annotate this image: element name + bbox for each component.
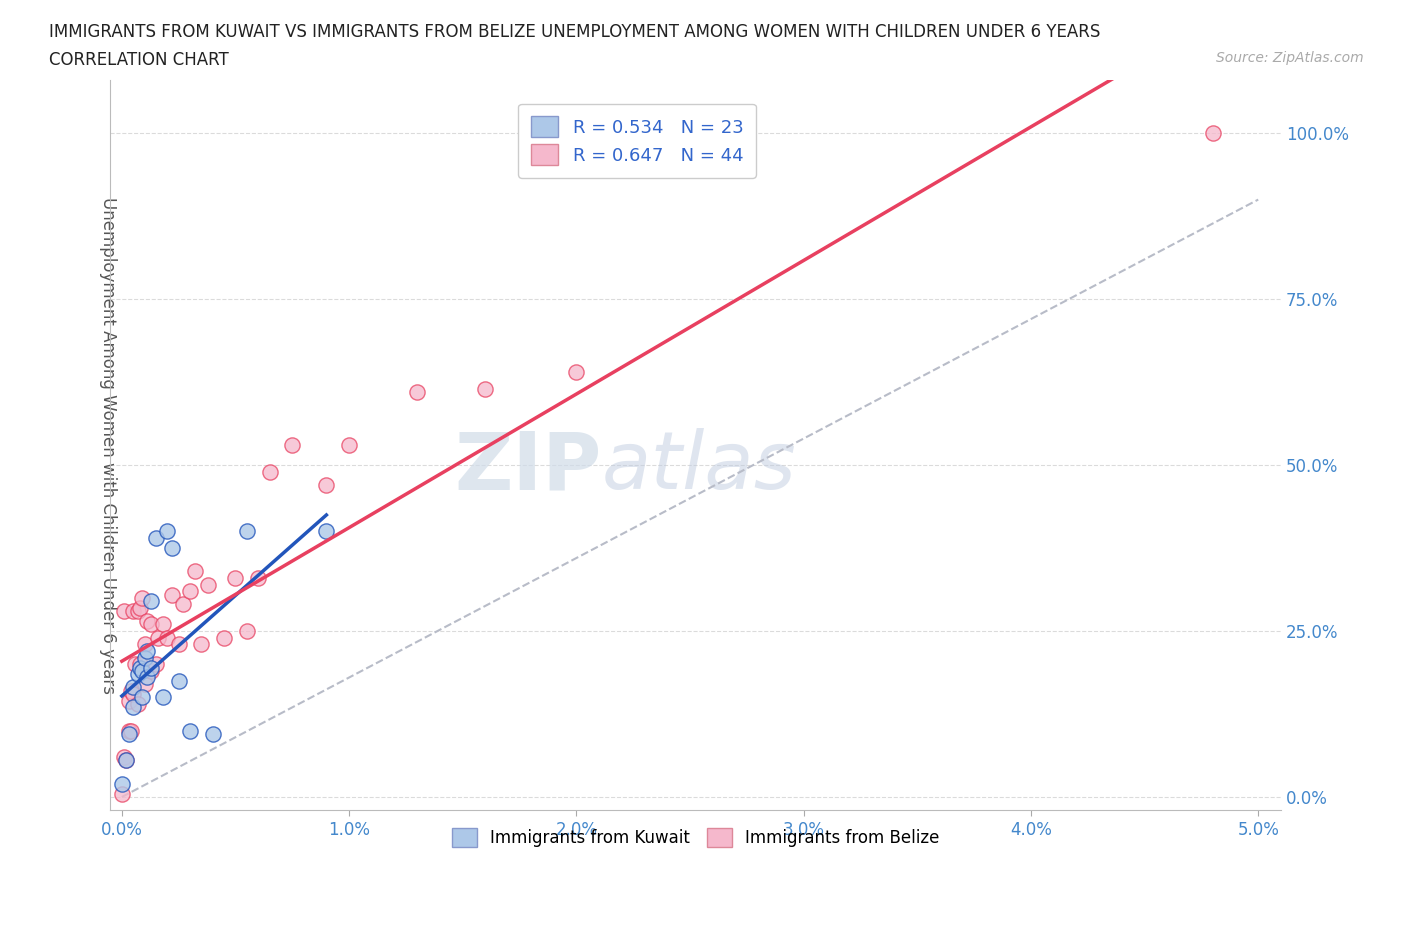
Point bbox=[179, 724, 201, 738]
Point bbox=[236, 524, 259, 538]
Text: Source: ZipAtlas.com: Source: ZipAtlas.com bbox=[1216, 51, 1364, 65]
Point bbox=[112, 604, 135, 618]
Legend: Immigrants from Kuwait, Immigrants from Belize: Immigrants from Kuwait, Immigrants from … bbox=[439, 815, 953, 860]
Point bbox=[124, 657, 146, 671]
Text: CORRELATION CHART: CORRELATION CHART bbox=[49, 51, 229, 69]
Point bbox=[118, 693, 141, 708]
Point bbox=[167, 673, 190, 688]
Point bbox=[167, 637, 190, 652]
Point bbox=[111, 777, 134, 791]
Point bbox=[172, 597, 194, 612]
Point bbox=[190, 637, 212, 652]
Point bbox=[247, 570, 270, 585]
Point bbox=[160, 540, 183, 555]
Point bbox=[152, 690, 174, 705]
Point bbox=[115, 753, 138, 768]
Point bbox=[129, 601, 152, 616]
Point bbox=[565, 365, 588, 379]
Point bbox=[115, 753, 138, 768]
Point bbox=[145, 657, 167, 671]
Point bbox=[131, 591, 153, 605]
Text: ZIP: ZIP bbox=[454, 428, 602, 506]
Point bbox=[224, 570, 246, 585]
Point bbox=[141, 663, 163, 678]
Point bbox=[122, 680, 145, 695]
Point bbox=[122, 604, 145, 618]
Point bbox=[259, 464, 281, 479]
Point bbox=[135, 644, 157, 658]
Y-axis label: Unemployment Among Women with Children Under 6 years: Unemployment Among Women with Children U… bbox=[100, 196, 117, 694]
Point bbox=[315, 478, 337, 493]
Point bbox=[337, 438, 360, 453]
Point bbox=[281, 438, 304, 453]
Point bbox=[183, 564, 205, 578]
Point bbox=[127, 604, 149, 618]
Point bbox=[134, 650, 156, 665]
Point bbox=[134, 677, 156, 692]
Point bbox=[160, 587, 183, 602]
Point bbox=[112, 750, 135, 764]
Point bbox=[141, 593, 163, 608]
Point bbox=[406, 385, 429, 400]
Point bbox=[120, 724, 142, 738]
Point bbox=[129, 660, 152, 675]
Point bbox=[122, 700, 145, 715]
Point bbox=[127, 667, 149, 682]
Point bbox=[129, 657, 152, 671]
Point bbox=[152, 617, 174, 631]
Point bbox=[131, 690, 153, 705]
Point bbox=[127, 697, 149, 711]
Point bbox=[120, 684, 142, 698]
Point bbox=[156, 631, 179, 645]
Point bbox=[1202, 126, 1225, 140]
Point bbox=[201, 726, 224, 741]
Point bbox=[141, 660, 163, 675]
Point bbox=[156, 524, 179, 538]
Point bbox=[315, 524, 337, 538]
Text: atlas: atlas bbox=[602, 428, 797, 506]
Point bbox=[474, 381, 496, 396]
Point bbox=[141, 617, 163, 631]
Point bbox=[212, 631, 235, 645]
Point bbox=[197, 578, 219, 592]
Point bbox=[135, 614, 157, 629]
Point bbox=[179, 584, 201, 599]
Point bbox=[131, 663, 153, 678]
Point bbox=[148, 631, 170, 645]
Text: IMMIGRANTS FROM KUWAIT VS IMMIGRANTS FROM BELIZE UNEMPLOYMENT AMONG WOMEN WITH C: IMMIGRANTS FROM KUWAIT VS IMMIGRANTS FRO… bbox=[49, 23, 1101, 41]
Point bbox=[118, 724, 141, 738]
Point bbox=[111, 786, 134, 801]
Point bbox=[118, 726, 141, 741]
Point bbox=[134, 637, 156, 652]
Point bbox=[122, 686, 145, 701]
Point bbox=[135, 670, 157, 684]
Point bbox=[145, 531, 167, 546]
Point bbox=[236, 624, 259, 639]
